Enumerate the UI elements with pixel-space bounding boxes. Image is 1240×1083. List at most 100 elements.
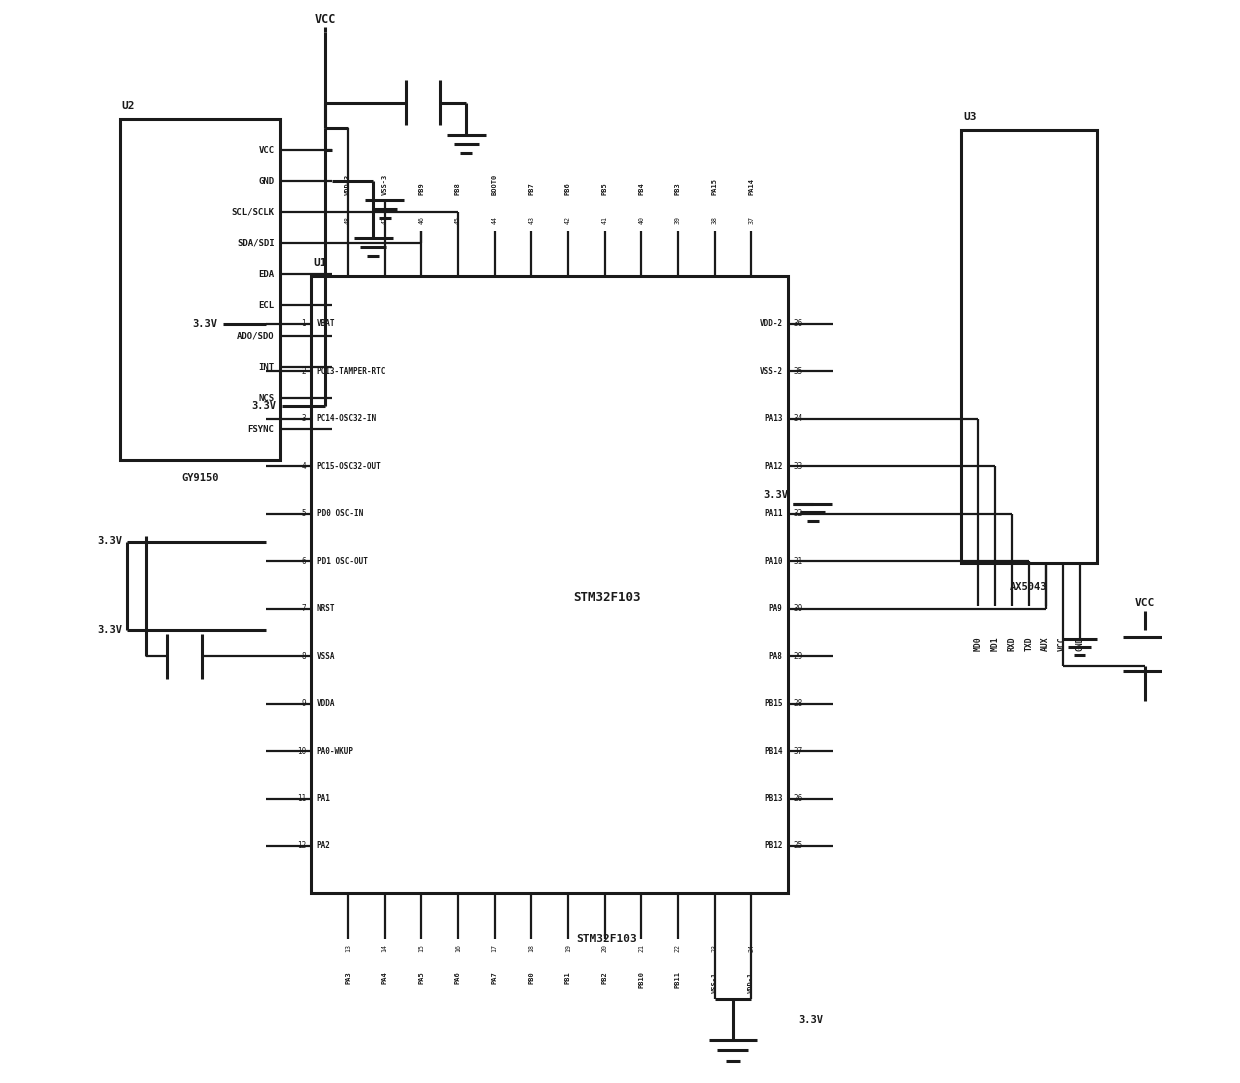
Text: PD1 OSC-OUT: PD1 OSC-OUT	[316, 557, 367, 565]
Text: PA9: PA9	[769, 604, 782, 613]
Text: 20: 20	[601, 944, 608, 952]
Text: 5: 5	[301, 509, 306, 518]
Text: 9: 9	[301, 699, 306, 708]
Text: 37: 37	[748, 217, 754, 224]
Text: RXD: RXD	[1007, 637, 1017, 652]
Text: 28: 28	[794, 699, 802, 708]
Text: U2: U2	[122, 101, 135, 112]
Text: GND: GND	[258, 177, 274, 185]
Text: PB9: PB9	[418, 182, 424, 195]
Text: PA12: PA12	[764, 461, 782, 471]
Text: SDA/SDI: SDA/SDI	[237, 238, 274, 248]
Text: PB0: PB0	[528, 971, 534, 984]
Text: PB15: PB15	[764, 699, 782, 708]
Text: FSYNC: FSYNC	[248, 425, 274, 434]
Text: NCS: NCS	[258, 394, 274, 403]
Text: PC13-TAMPER-RTC: PC13-TAMPER-RTC	[316, 367, 386, 376]
Text: 3.3V: 3.3V	[97, 536, 122, 547]
Text: 26: 26	[794, 794, 802, 803]
Text: STM32F103: STM32F103	[573, 590, 641, 603]
Text: 43: 43	[528, 217, 534, 224]
Text: PA7: PA7	[491, 971, 497, 984]
Text: 38: 38	[712, 217, 718, 224]
Text: PB13: PB13	[764, 794, 782, 803]
Text: VCC: VCC	[1058, 637, 1068, 652]
Bar	[119, 119, 280, 460]
Text: MD1: MD1	[991, 637, 999, 652]
Text: 23: 23	[712, 944, 718, 952]
Text: 45: 45	[455, 217, 461, 224]
Text: PA14: PA14	[748, 178, 754, 195]
Text: STM32F103: STM32F103	[577, 934, 637, 944]
Text: 22: 22	[675, 944, 681, 952]
Text: 25: 25	[794, 841, 802, 850]
Text: 17: 17	[491, 944, 497, 952]
Text: VSS-1: VSS-1	[712, 971, 718, 993]
Text: VSS-3: VSS-3	[382, 173, 388, 195]
Text: VDD-1: VDD-1	[748, 971, 754, 993]
Text: PB5: PB5	[601, 182, 608, 195]
Text: 40: 40	[639, 217, 645, 224]
Text: PB7: PB7	[528, 182, 534, 195]
Text: PB2: PB2	[601, 971, 608, 984]
Text: 10: 10	[296, 746, 306, 756]
Text: 30: 30	[794, 604, 802, 613]
Text: VDD-2: VDD-2	[759, 319, 782, 328]
Text: PC15-OSC32-OUT: PC15-OSC32-OUT	[316, 461, 382, 471]
Text: MD0: MD0	[973, 637, 982, 652]
Bar	[961, 130, 1096, 563]
Text: VSSA: VSSA	[316, 652, 335, 661]
Text: PD0 OSC-IN: PD0 OSC-IN	[316, 509, 363, 518]
Text: AUX: AUX	[1042, 637, 1050, 652]
Text: 3.3V: 3.3V	[97, 625, 122, 636]
Text: GY9150: GY9150	[181, 472, 218, 483]
Text: 18: 18	[528, 944, 534, 952]
Text: PA10: PA10	[764, 557, 782, 565]
Text: VBAT: VBAT	[316, 319, 335, 328]
Text: VCC: VCC	[1135, 598, 1156, 609]
Text: U3: U3	[963, 112, 977, 122]
Text: PB8: PB8	[455, 182, 461, 195]
Text: PA5: PA5	[418, 971, 424, 984]
Text: PB11: PB11	[675, 971, 681, 989]
Text: PA8: PA8	[769, 652, 782, 661]
Text: EDA: EDA	[258, 270, 274, 278]
Text: 15: 15	[418, 944, 424, 952]
Text: 3.3V: 3.3V	[797, 1015, 823, 1026]
Text: 13: 13	[345, 944, 351, 952]
Text: AX5043: AX5043	[1011, 582, 1048, 592]
Text: 11: 11	[296, 794, 306, 803]
Text: 32: 32	[794, 509, 802, 518]
Text: 3.3V: 3.3V	[763, 490, 787, 500]
Text: PB4: PB4	[639, 182, 645, 195]
Text: 16: 16	[455, 944, 461, 952]
Text: 2: 2	[301, 367, 306, 376]
Text: PA3: PA3	[345, 971, 351, 984]
Bar	[311, 276, 787, 893]
Text: 3.3V: 3.3V	[192, 318, 217, 328]
Text: 37: 37	[794, 746, 802, 756]
Text: 35: 35	[794, 367, 802, 376]
Text: PA15: PA15	[712, 178, 718, 195]
Text: PA6: PA6	[455, 971, 461, 984]
Text: NRST: NRST	[316, 604, 335, 613]
Text: SCL/SCLK: SCL/SCLK	[232, 208, 274, 217]
Text: PA2: PA2	[316, 841, 331, 850]
Text: 31: 31	[794, 557, 802, 565]
Text: 24: 24	[748, 944, 754, 952]
Text: 41: 41	[601, 217, 608, 224]
Text: PA11: PA11	[764, 509, 782, 518]
Text: PA4: PA4	[382, 971, 388, 984]
Text: PB14: PB14	[764, 746, 782, 756]
Text: PB10: PB10	[639, 971, 645, 989]
Text: 12: 12	[296, 841, 306, 850]
Text: 44: 44	[491, 217, 497, 224]
Text: 6: 6	[301, 557, 306, 565]
Text: VCC: VCC	[258, 145, 274, 155]
Text: 3.3V: 3.3V	[252, 401, 277, 412]
Text: VCC: VCC	[315, 13, 336, 26]
Text: PA0-WKUP: PA0-WKUP	[316, 746, 353, 756]
Text: PA13: PA13	[764, 414, 782, 423]
Text: 42: 42	[565, 217, 570, 224]
Text: 19: 19	[565, 944, 570, 952]
